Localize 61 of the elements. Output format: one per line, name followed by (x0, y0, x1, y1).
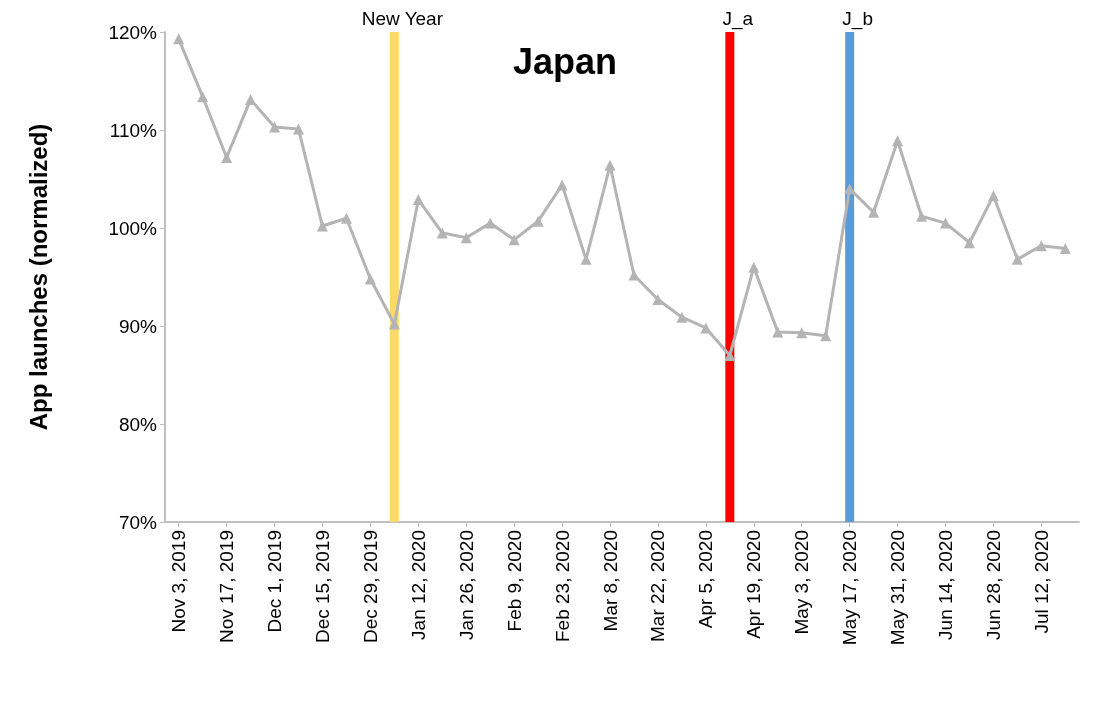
point (293, 123, 305, 135)
y-tick-label: 110% (109, 119, 158, 141)
x-tick-label: Mar 22, 2020 (647, 530, 669, 642)
point (556, 179, 568, 191)
point (1035, 240, 1047, 252)
point (676, 311, 688, 323)
x-tick-label: Jan 12, 2020 (407, 530, 429, 640)
x-tick-label: Nov 17, 2019 (216, 530, 238, 644)
point (724, 349, 736, 361)
point (173, 33, 185, 45)
point (340, 212, 352, 224)
chart-title: Japan (512, 40, 618, 82)
ref-line-label: New Year (361, 7, 444, 29)
point (484, 217, 496, 229)
x-tick-label: Jul 12, 2020 (1030, 530, 1052, 634)
ref-line-label: J_b (842, 7, 873, 30)
point (748, 261, 760, 273)
y-tick-label: 90% (118, 315, 158, 337)
x-tick-label: May 3, 2020 (791, 530, 813, 635)
point (221, 151, 233, 163)
y-tick-label: 120% (108, 21, 158, 43)
point (532, 215, 544, 227)
point (508, 234, 520, 246)
point (316, 220, 328, 232)
point (1059, 243, 1071, 255)
x-tick-label: May 17, 2020 (839, 530, 861, 646)
point (412, 194, 424, 206)
point (652, 294, 664, 306)
x-tick-label: Feb 9, 2020 (503, 530, 525, 632)
point (436, 227, 448, 239)
point (868, 206, 880, 218)
y-tick-label: 80% (118, 413, 158, 435)
x-tick-label: Mar 8, 2020 (599, 530, 621, 632)
x-tick-label: Feb 23, 2020 (551, 530, 573, 642)
x-tick-label: Apr 5, 2020 (695, 530, 717, 629)
point (1011, 253, 1023, 265)
x-tick-label: Jun 28, 2020 (982, 530, 1004, 640)
point (460, 232, 472, 244)
x-tick-label: Jun 14, 2020 (934, 530, 956, 640)
point (892, 135, 904, 147)
point (987, 190, 999, 202)
y-axis-title: App launches (normalized) (24, 123, 52, 431)
x-tick-label: Dec 1, 2019 (264, 530, 286, 633)
x-tick-label: Dec 29, 2019 (359, 530, 381, 644)
point (916, 210, 928, 222)
y-tick-label: 70% (118, 511, 158, 533)
point (939, 217, 951, 229)
x-tick-label: Jan 26, 2020 (455, 530, 477, 640)
point (364, 273, 376, 285)
y-tick-label: 100% (108, 217, 158, 239)
point (796, 327, 808, 339)
point (604, 159, 616, 171)
x-tick-label: May 31, 2020 (887, 530, 909, 646)
point (963, 237, 975, 249)
point (772, 326, 784, 338)
x-tick-label: Apr 19, 2020 (743, 530, 765, 639)
x-tick-label: Nov 3, 2019 (168, 530, 190, 633)
x-tick-label: Dec 15, 2019 (311, 530, 333, 644)
point (197, 91, 209, 103)
point (269, 121, 281, 133)
ref-line-label: J_a (722, 7, 754, 30)
